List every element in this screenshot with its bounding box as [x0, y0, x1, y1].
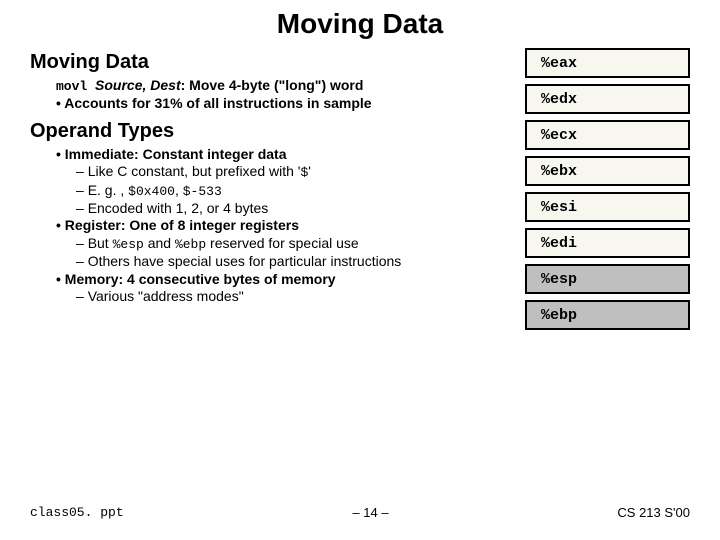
page-title: Moving Data [30, 8, 690, 40]
reg-ebx: %ebx [525, 156, 690, 186]
b1s2-mid: , [175, 182, 183, 198]
b2s2: Others have special uses for particular … [30, 253, 507, 271]
footer-left: class05. ppt [30, 505, 124, 520]
section2-heading: Operand Types [30, 119, 507, 144]
footer: class05. ppt – 14 – CS 213 S'00 [30, 505, 690, 520]
movl-desc: : Move 4-byte ("long") word [181, 77, 364, 93]
b2s1-pre: But [88, 235, 113, 251]
section1-bullet1: Accounts for 31% of all instructions in … [30, 95, 507, 113]
b1s2: E. g. , $0x400, $-533 [30, 182, 507, 200]
b2s1-mid: and [144, 235, 175, 251]
reg-edx: %edx [525, 84, 690, 114]
b2: Register: One of 8 integer registers [30, 217, 507, 235]
footer-right: CS 213 S'00 [617, 505, 690, 520]
b1s2-pre: E. g. , [88, 182, 128, 198]
b1s2-code2: $-533 [183, 184, 222, 199]
reg-esp: %esp [525, 264, 690, 294]
registers-column: %eax %edx %ecx %ebx %esi %edi %esp %ebp [525, 46, 690, 336]
b2s1-post: reserved for special use [206, 235, 359, 251]
reg-ecx: %ecx [525, 120, 690, 150]
reg-ebp: %ebp [525, 300, 690, 330]
b3: Memory: 4 consecutive bytes of memory [30, 271, 507, 289]
b1s3: Encoded with 1, 2, or 4 bytes [30, 200, 507, 218]
b1s1-post: ' [308, 163, 311, 179]
b1s1-pre: Like C constant, but prefixed with ' [88, 163, 301, 179]
reg-edi: %edi [525, 228, 690, 258]
reg-eax: %eax [525, 48, 690, 78]
movl-args: Source, Dest [95, 77, 181, 93]
b2s1: But %esp and %ebp reserved for special u… [30, 235, 507, 253]
footer-center: – 14 – [352, 505, 388, 520]
b2s1-code1: %esp [113, 237, 144, 252]
reg-esi: %esi [525, 192, 690, 222]
movl-code: movl [56, 79, 95, 94]
left-column: Moving Data movl Source, Dest: Move 4-by… [30, 46, 507, 336]
content-row: Moving Data movl Source, Dest: Move 4-by… [30, 46, 690, 336]
section1-heading: Moving Data [30, 50, 507, 75]
b3s1: Various "address modes" [30, 288, 507, 306]
b1: Immediate: Constant integer data [30, 146, 507, 164]
b2s1-code2: %ebp [175, 237, 206, 252]
b1s2-code1: $0x400 [128, 184, 175, 199]
b1s1: Like C constant, but prefixed with '$' [30, 163, 507, 181]
movl-line: movl Source, Dest: Move 4-byte ("long") … [30, 77, 507, 95]
